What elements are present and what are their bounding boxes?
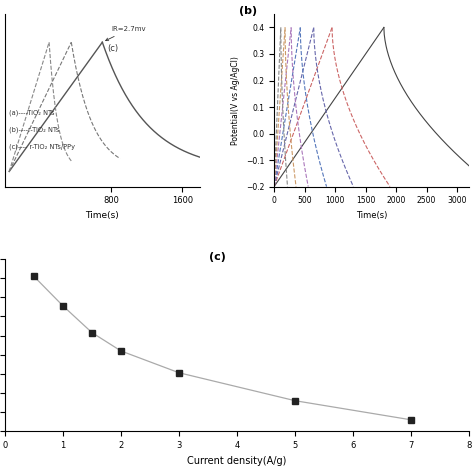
Text: (b)----r-TiO₂ NTs: (b)----r-TiO₂ NTs xyxy=(9,127,59,133)
Y-axis label: Potential(V vs Ag/AgCl): Potential(V vs Ag/AgCl) xyxy=(231,56,240,145)
Text: (c): (c) xyxy=(108,44,119,53)
Text: (c)---- r-TiO₂ NTs/PPy: (c)---- r-TiO₂ NTs/PPy xyxy=(9,144,74,150)
Text: IR=2.7mv: IR=2.7mv xyxy=(106,27,146,41)
X-axis label: Time(s): Time(s) xyxy=(85,211,119,220)
Text: (c): (c) xyxy=(209,252,226,262)
Text: (a)----TiO₂ NTs: (a)----TiO₂ NTs xyxy=(9,109,54,116)
X-axis label: Current density(A/g): Current density(A/g) xyxy=(187,456,287,465)
X-axis label: Time(s): Time(s) xyxy=(356,211,387,220)
Text: (b): (b) xyxy=(239,6,257,16)
